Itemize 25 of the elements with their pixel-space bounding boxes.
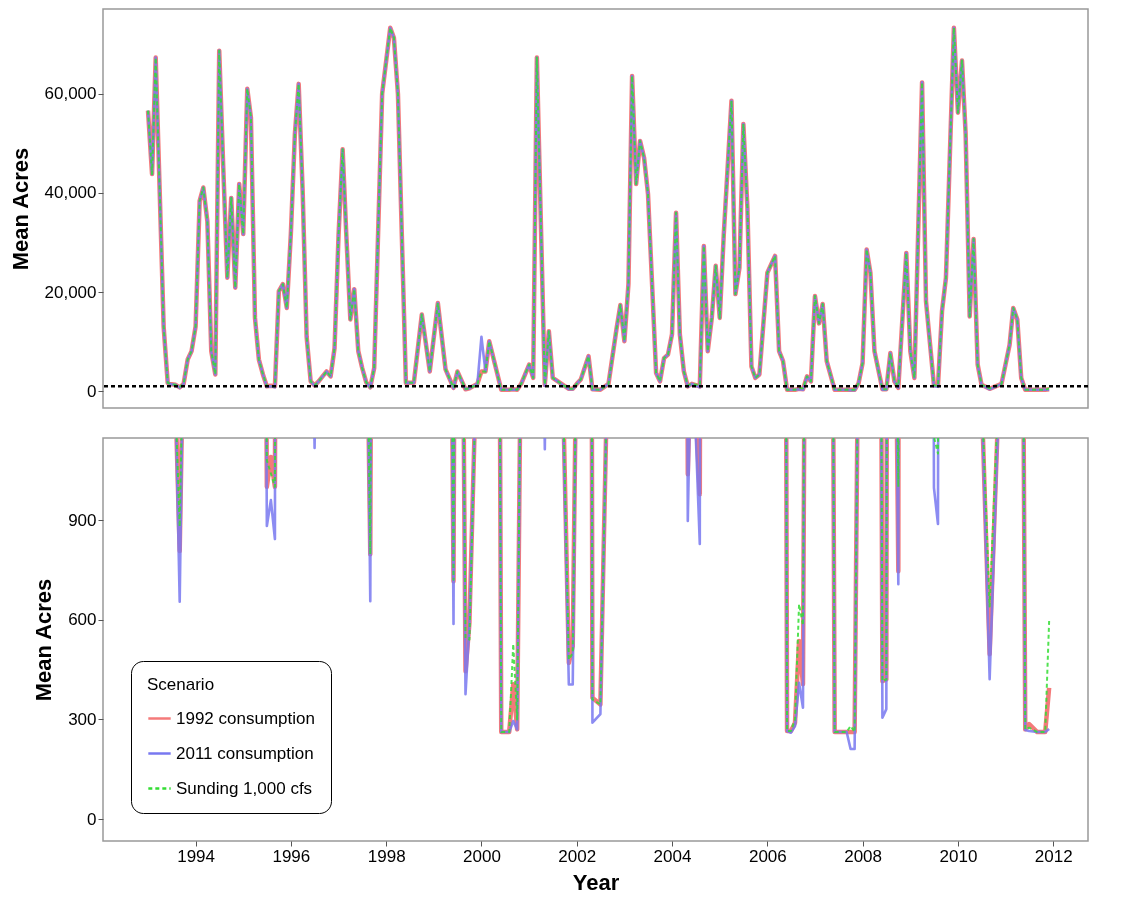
x-tick-label: 2008 bbox=[844, 846, 882, 866]
y-tick-label: 60,000 bbox=[44, 84, 97, 104]
y-axis-title: Mean Acres bbox=[7, 147, 33, 271]
y-tick-label: 20,000 bbox=[44, 282, 97, 302]
x-tick-label: 2006 bbox=[748, 846, 787, 866]
x-tick-label: 2010 bbox=[939, 846, 978, 866]
x-axis-title: Year bbox=[572, 869, 620, 895]
x-tick-label: 2012 bbox=[1034, 846, 1073, 866]
legend-label: Sunding 1,000 cfs bbox=[176, 778, 313, 798]
y-tick-label: 300 bbox=[68, 709, 97, 729]
legend-label: 1992 consumption bbox=[176, 708, 315, 728]
legend-title: Scenario bbox=[147, 675, 215, 694]
y-tick-label: 40,000 bbox=[44, 183, 97, 203]
y-tick-label: 0 bbox=[87, 381, 97, 401]
x-tick-label: 2004 bbox=[653, 846, 692, 866]
x-tick-label: 2000 bbox=[463, 846, 501, 866]
x-tick-label: 2002 bbox=[558, 846, 597, 866]
y-tick-label: 900 bbox=[68, 510, 97, 530]
y-tick-label: 600 bbox=[68, 610, 97, 630]
y-axis-title: Mean Acres bbox=[31, 578, 57, 702]
x-tick-label: 1994 bbox=[177, 846, 216, 866]
legend-label: 2011 consumption bbox=[176, 743, 314, 763]
y-tick-label: 0 bbox=[87, 809, 97, 829]
x-tick-label: 1996 bbox=[272, 846, 311, 866]
x-tick-label: 1998 bbox=[367, 846, 406, 866]
